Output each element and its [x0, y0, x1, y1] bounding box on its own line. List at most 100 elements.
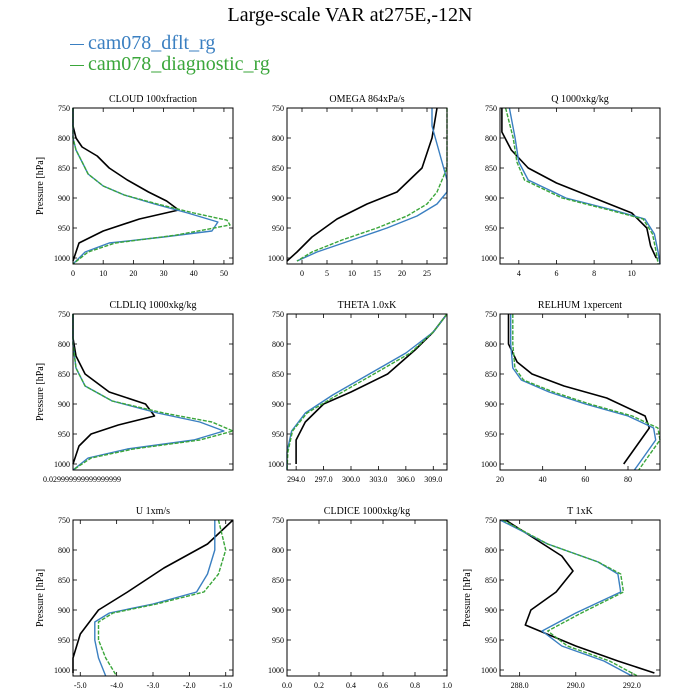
plot-frame: [72, 107, 234, 265]
x-tick-label: 30: [160, 269, 168, 278]
y-tick-label: 900: [272, 194, 284, 203]
y-tick-label: 950: [485, 636, 497, 645]
x-tick-label: 5: [325, 269, 329, 278]
plot-frame: [499, 107, 661, 265]
chart-panel: OMEGA 864xPa/s 750 800 850 900 950 1000 0 5 10 15 2…: [268, 94, 448, 278]
series-line: [94, 520, 216, 677]
y-tick-label: 800: [58, 340, 70, 349]
x-tick-label: 290.0: [567, 681, 585, 690]
y-tick-label: 950: [58, 224, 70, 233]
series-line: [72, 108, 231, 265]
y-tick-label: 950: [58, 430, 70, 439]
x-tick-label: 6: [554, 269, 558, 278]
x-tick-label: 60: [581, 475, 589, 484]
y-tick-label: 800: [58, 546, 70, 555]
legend-swatch-dflt: [70, 43, 84, 45]
legend-label-dflt: cam078_dflt_rg: [88, 32, 216, 54]
x-tick-label: 0.8: [410, 681, 420, 690]
y-tick-label: 950: [272, 224, 284, 233]
plot-frame: [499, 313, 661, 471]
x-tick-label: 80: [624, 475, 632, 484]
y-tick-label: 850: [272, 370, 284, 379]
y-tick-label: 800: [485, 546, 497, 555]
legend-entry-diagnostic: cam078_diagnostic_rg: [70, 53, 270, 75]
y-tick-label: 750: [272, 516, 284, 525]
y-tick-label: 1000: [481, 460, 497, 469]
y-tick-label: 950: [485, 430, 497, 439]
x-tick-label: 0: [300, 269, 304, 278]
y-tick-label: 850: [58, 164, 70, 173]
y-tick-label: 950: [485, 224, 497, 233]
y-tick-label: 750: [272, 310, 284, 319]
series-line: [97, 519, 227, 677]
panel-title: Q 1000xkg/kg: [551, 94, 609, 105]
x-tick-label: -4.0: [110, 681, 123, 690]
y-tick-label: 1000: [54, 254, 70, 263]
legend-label-diagnostic: cam078_diagnostic_rg: [88, 53, 270, 75]
x-tick-label: 294.0: [287, 475, 305, 484]
y-axis-label: Pressure [hPa]: [35, 157, 46, 215]
y-tick-label: 800: [58, 134, 70, 143]
y-tick-label: 800: [272, 134, 284, 143]
panel-title: T 1xK: [567, 506, 593, 517]
y-tick-label: 850: [485, 164, 497, 173]
plot-frame: [72, 313, 234, 471]
plot-frame: [499, 519, 661, 677]
plot-frame: [286, 313, 448, 471]
x-tick-label: 0: [71, 269, 75, 278]
y-tick-label: 950: [272, 430, 284, 439]
x-tick-label: 309.0: [424, 475, 442, 484]
chart-panel: CLOUD 100xfraction Pressure [hPa] 750 800 85…: [35, 94, 234, 278]
series-line: [512, 314, 661, 471]
y-tick-label: 900: [58, 400, 70, 409]
series-line: [504, 107, 659, 265]
reference-line: [286, 107, 438, 262]
series-line: [296, 108, 448, 262]
x-tick-label: 50: [220, 269, 228, 278]
reference-line: [72, 314, 156, 465]
x-tick-label: 4: [517, 269, 521, 278]
chart-panel: CLDICE 1000xkg/kg 750 800 850 900 950 1000 0.0 0…: [268, 506, 452, 690]
y-tick-label: 750: [58, 104, 70, 113]
plot-frame: [72, 519, 234, 677]
x-tick-label: 25: [423, 269, 431, 278]
panel-title: RELHUM 1xpercent: [538, 300, 622, 311]
x-tick-label: 288.0: [511, 681, 529, 690]
y-tick-label: 800: [272, 546, 284, 555]
series-line: [72, 314, 234, 471]
x-tick-label: -5.0: [74, 681, 87, 690]
x-tick-label: -1.0: [219, 681, 232, 690]
y-tick-label: 750: [485, 310, 497, 319]
x-tick-label: 0.029999999999999999: [43, 475, 121, 484]
x-tick-label: 300.0: [342, 475, 360, 484]
reference-line: [507, 314, 651, 465]
panel-title: CLDLIQ 1000xkg/kg: [110, 300, 197, 311]
x-tick-label: 10: [628, 269, 636, 278]
panel-title: U 1xm/s: [136, 506, 170, 517]
legend-entry-dflt: cam078_dflt_rg: [70, 32, 215, 54]
y-axis-label: Pressure [hPa]: [35, 569, 46, 627]
x-tick-label: 0.0: [282, 681, 292, 690]
y-tick-label: 850: [272, 576, 284, 585]
x-tick-label: 20: [496, 475, 504, 484]
panel-title: CLOUD 100xfraction: [109, 94, 197, 105]
chart-panel: Q 1000xkg/kg 750 800 850 900 950 1000 4 6 8 10: [481, 94, 661, 278]
reference-line: [72, 519, 234, 673]
x-tick-label: 292.0: [623, 681, 641, 690]
x-tick-label: 15: [373, 269, 381, 278]
y-tick-label: 850: [485, 370, 497, 379]
y-tick-label: 850: [272, 164, 284, 173]
series-line: [72, 108, 219, 265]
series-line: [286, 313, 448, 471]
y-tick-label: 900: [485, 606, 497, 615]
x-tick-label: 0.2: [314, 681, 324, 690]
series-line: [286, 313, 448, 470]
y-tick-label: 900: [58, 606, 70, 615]
x-tick-label: 0.4: [346, 681, 356, 690]
legend-swatch-diagnostic: [70, 64, 84, 66]
plot-frame: [286, 519, 448, 677]
chart-panel: CLDLIQ 1000xkg/kg Pressure [hPa] 750 800 850…: [35, 300, 234, 484]
x-tick-label: 306.0: [397, 475, 415, 484]
reference-line: [505, 519, 655, 674]
